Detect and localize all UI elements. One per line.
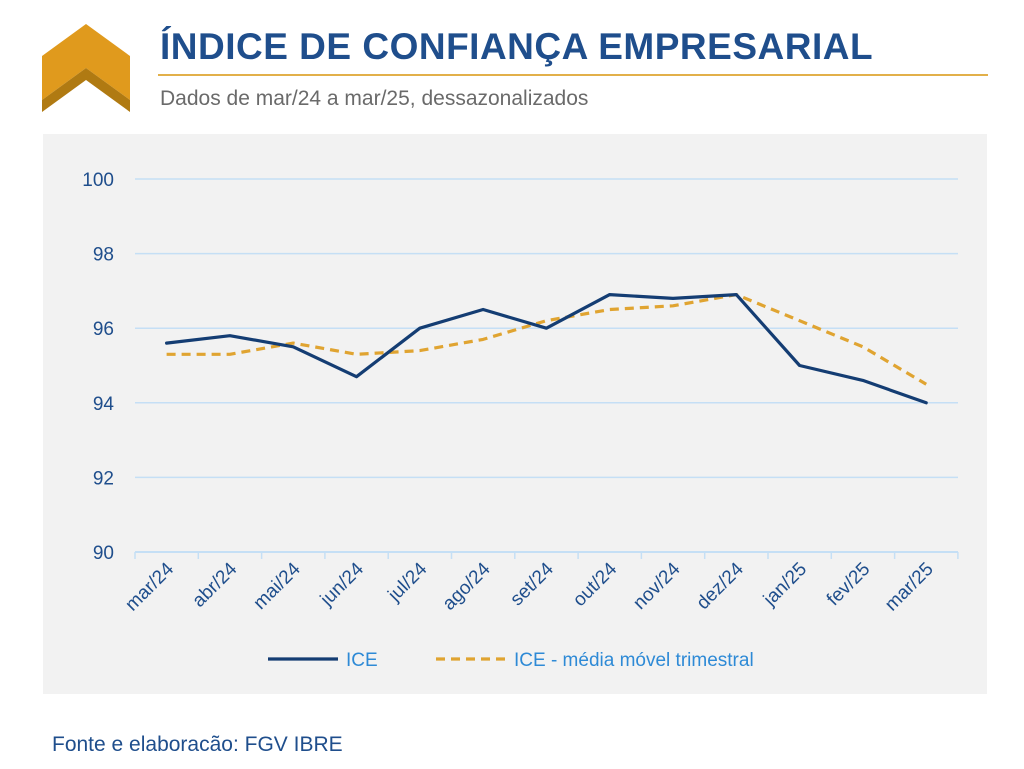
x-tick-label: out/24: [569, 558, 622, 611]
y-tick-label: 98: [93, 245, 114, 266]
x-tick-label: mai/24: [250, 558, 305, 613]
line-chart: 90 92 94 96 98 100 mar/24 abr/24 mai/24 jun/24 jul…: [82, 170, 959, 671]
x-tick-label: nov/24: [629, 558, 684, 613]
series-ice-mm3-line: [166, 293, 928, 386]
x-tick-label: mar/24: [121, 558, 178, 615]
x-tick-label: jul/24: [384, 558, 432, 606]
title-divider: [158, 74, 988, 76]
chart-panel: 90 92 94 96 98 100 mar/24 abr/24 mai/24 jun/24 jul…: [43, 134, 987, 694]
x-tick-label: abr/24: [188, 558, 241, 611]
brand-chevron-logo: [42, 24, 130, 112]
y-tick-label: 94: [93, 394, 115, 415]
y-tick-label: 90: [93, 543, 114, 564]
legend-ice-label: ICE: [346, 650, 378, 671]
legend-ice-mm3-label: ICE - média móvel trimestral: [514, 650, 754, 671]
x-tick-label: jun/24: [316, 558, 368, 610]
series-ice-line: [164, 293, 928, 405]
y-tick-label: 100: [82, 170, 114, 191]
source-note: Fonte e elaboracão: FGV IBRE: [52, 733, 343, 756]
x-tick-label: dez/24: [693, 558, 748, 613]
x-tick-label: ago/24: [439, 558, 495, 614]
y-tick-label: 96: [93, 319, 114, 340]
y-tick-label: 92: [93, 468, 114, 489]
x-tick-label: fev/25: [823, 559, 874, 610]
page-subtitle: Dados de mar/24 a mar/25, dessazonalizad…: [160, 87, 589, 110]
x-tick-label: mar/25: [881, 559, 938, 616]
x-tick-label: set/24: [506, 558, 558, 610]
page-title: ÍNDICE DE CONFIANÇA EMPRESARIAL: [160, 26, 874, 67]
x-tick-label: jan/25: [759, 559, 811, 611]
